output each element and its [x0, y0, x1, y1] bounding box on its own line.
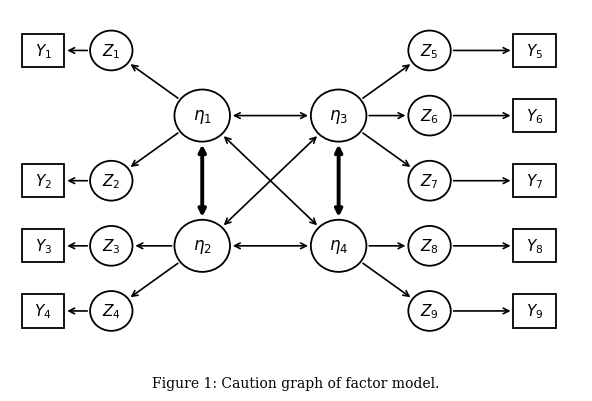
Bar: [22, 295, 65, 328]
Bar: [22, 35, 65, 68]
Text: $Y_4$: $Y_4$: [34, 302, 52, 320]
Text: $\eta_3$: $\eta_3$: [329, 107, 348, 125]
Ellipse shape: [408, 161, 451, 201]
Ellipse shape: [408, 291, 451, 331]
Ellipse shape: [90, 32, 133, 71]
Text: $Z_7$: $Z_7$: [420, 172, 439, 190]
Text: $\eta_1$: $\eta_1$: [193, 107, 212, 125]
Ellipse shape: [408, 96, 451, 136]
Bar: [22, 230, 65, 263]
Ellipse shape: [90, 291, 133, 331]
Ellipse shape: [90, 226, 133, 266]
Text: $\eta_2$: $\eta_2$: [193, 237, 211, 255]
Text: $Z_3$: $Z_3$: [102, 237, 121, 255]
Ellipse shape: [408, 32, 451, 71]
Ellipse shape: [311, 220, 366, 272]
Bar: [513, 165, 556, 198]
Text: $Y_7$: $Y_7$: [526, 172, 543, 190]
Text: Figure 1: Caution graph of factor model.: Figure 1: Caution graph of factor model.: [152, 376, 440, 390]
Ellipse shape: [408, 226, 451, 266]
Text: $Z_6$: $Z_6$: [420, 107, 439, 126]
Text: $Y_1$: $Y_1$: [34, 42, 52, 61]
Text: $Z_1$: $Z_1$: [102, 42, 121, 61]
Text: $Z_8$: $Z_8$: [420, 237, 439, 255]
Text: $Y_2$: $Y_2$: [34, 172, 52, 190]
Text: $Y_6$: $Y_6$: [526, 107, 543, 126]
Bar: [513, 230, 556, 263]
Text: $Y_8$: $Y_8$: [526, 237, 543, 255]
Text: $\eta_4$: $\eta_4$: [329, 237, 348, 255]
Text: $Z_9$: $Z_9$: [420, 302, 439, 320]
Bar: [513, 100, 556, 133]
Text: $Z_5$: $Z_5$: [420, 42, 439, 61]
Bar: [513, 295, 556, 328]
Ellipse shape: [311, 90, 366, 142]
Ellipse shape: [90, 161, 133, 201]
Ellipse shape: [175, 90, 230, 142]
Text: $Y_9$: $Y_9$: [526, 302, 543, 320]
Text: $Z_2$: $Z_2$: [102, 172, 121, 190]
Text: $Z_4$: $Z_4$: [102, 302, 121, 320]
Ellipse shape: [175, 220, 230, 272]
Text: $Y_5$: $Y_5$: [526, 42, 543, 61]
Text: $Y_3$: $Y_3$: [34, 237, 52, 255]
Bar: [22, 165, 65, 198]
Bar: [513, 35, 556, 68]
